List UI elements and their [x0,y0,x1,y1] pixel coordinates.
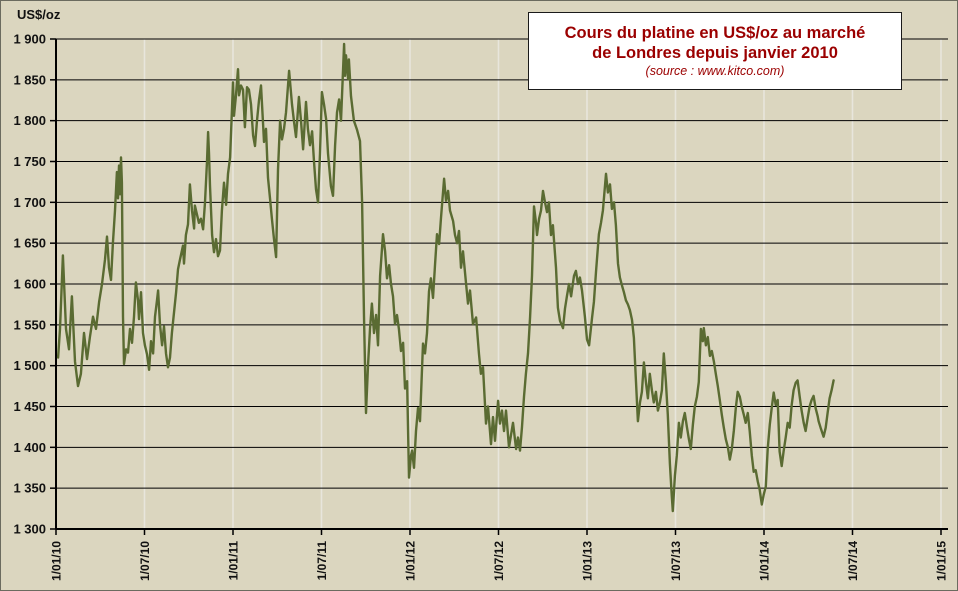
x-tick-label: 1/01/12 [404,541,418,581]
chart-title-box: Cours du platine en US$/oz au marché de … [528,12,902,90]
platinum-price-line [56,42,835,513]
x-tick-label: 1/01/11 [227,541,241,581]
x-tick-label: 1/07/10 [138,541,152,581]
x-tick-label: 1/01/13 [581,541,595,581]
x-tick-label: 1/01/15 [935,541,949,581]
x-tick-label: 1/01/14 [758,541,772,581]
y-tick-label: 1 450 [13,399,46,414]
x-tick-label: 1/07/12 [492,541,506,581]
y-tick-label: 1 800 [13,113,46,128]
y-tick-label: 1 700 [13,195,46,210]
x-tick-label: 1/07/13 [669,541,683,581]
y-axis-unit-label: US$/oz [17,7,61,22]
y-tick-label: 1 350 [13,481,46,496]
y-tick-label: 1 500 [13,358,46,373]
y-tick-label: 1 600 [13,277,46,292]
x-tick-label: 1/07/11 [315,541,329,581]
y-tick-label: 1 750 [13,154,46,169]
chart-source: (source : www.kitco.com) [645,64,785,78]
chart-title-line1: Cours du platine en US$/oz au marché [564,23,866,42]
chart-title-line2: de Londres depuis janvier 2010 [592,43,838,62]
y-tick-label: 1 550 [13,317,46,332]
x-tick-label: 1/01/10 [50,541,64,581]
y-tick-label: 1 650 [13,236,46,251]
x-tick-label: 1/07/14 [846,541,860,581]
y-tick-label: 1 300 [13,522,46,537]
y-tick-label: 1 900 [13,32,46,47]
y-tick-label: 1 850 [13,72,46,87]
y-tick-label: 1 400 [13,440,46,455]
